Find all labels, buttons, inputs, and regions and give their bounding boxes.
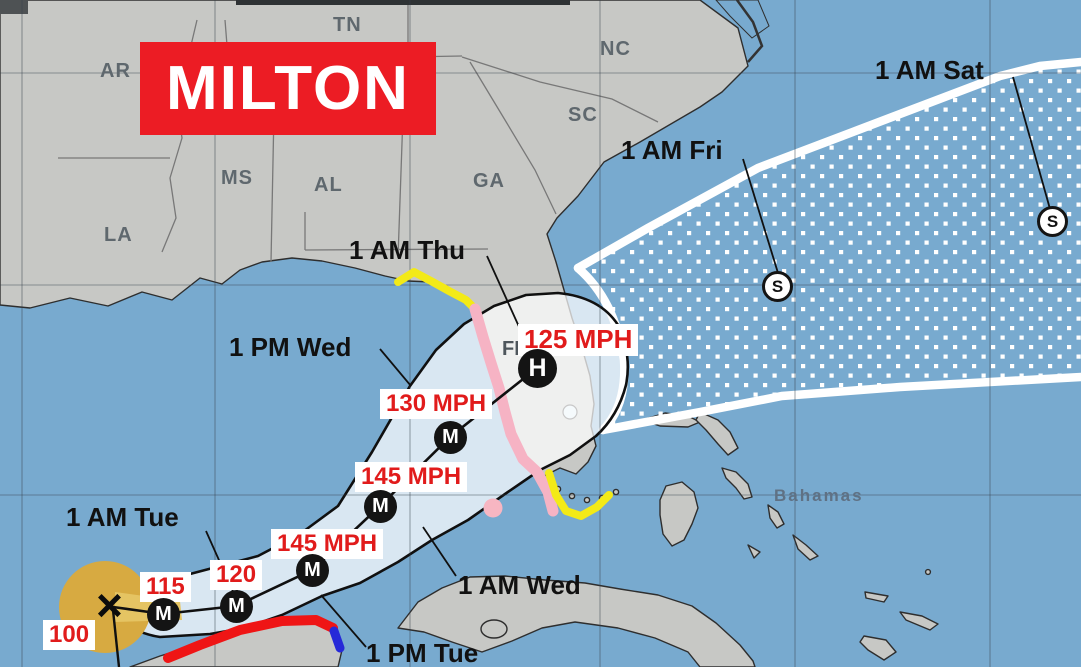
- ts-watch-line-panhandle: [394, 268, 479, 313]
- wind-label-145-b: 145 MPH: [355, 462, 468, 492]
- time-label-1am-sat: 1 AM Sat: [875, 55, 984, 85]
- state-label-tn: TN: [333, 14, 362, 36]
- hurricane-point-icon: H: [518, 349, 557, 388]
- time-label-1am-wed: 1 AM Wed: [458, 570, 581, 600]
- state-label-ms: MS: [221, 167, 253, 189]
- map-edge-strip: [236, 0, 570, 5]
- major-hurricane-point-icon: M: [147, 598, 180, 631]
- state-label-ga: GA: [473, 170, 505, 192]
- pink-dot-marker: [483, 498, 503, 518]
- land-andros: [659, 481, 699, 547]
- land-small-islands: [864, 591, 889, 603]
- time-label-1am-tue: 1 AM Tue: [66, 502, 179, 532]
- hurricane-watch-line-west-florida: [469, 303, 559, 517]
- land-exuma: [747, 544, 761, 559]
- wind-label-145-a: 145 MPH: [271, 529, 384, 559]
- land-isla-juventud: [480, 619, 508, 639]
- state-label-ar: AR: [100, 60, 131, 82]
- wind-label-100: 100: [43, 620, 96, 650]
- time-label-1am-fri: 1 AM Fri: [621, 135, 723, 165]
- ts-warning-line-yucatan: [329, 626, 345, 653]
- storm-name: MILTON: [166, 54, 410, 123]
- land-cuba: [397, 575, 756, 667]
- map-edge-strip: [0, 0, 28, 14]
- state-label-nc: NC: [600, 38, 631, 60]
- wind-label-115: 115: [140, 572, 191, 602]
- major-hurricane-point-icon: M: [364, 490, 397, 523]
- place-label-bahamas: Bahamas: [774, 486, 864, 505]
- ts-watch-line-keys: [545, 469, 613, 520]
- land-eleuthera: [721, 467, 753, 500]
- major-hurricane-point-icon: M: [296, 554, 329, 587]
- land-cat-island: [767, 504, 785, 529]
- state-label-sc: SC: [568, 104, 598, 126]
- storm-name-banner: MILTON: [140, 42, 436, 135]
- time-label-1pm-wed: 1 PM Wed: [229, 332, 352, 362]
- major-hurricane-point-icon: M: [220, 590, 253, 623]
- land-abaco: [695, 411, 739, 456]
- hurricane-warning-line-yucatan: [163, 615, 338, 663]
- past-track-line: [111, 609, 121, 667]
- time-label-1am-thu: 1 AM Thu: [349, 235, 466, 265]
- state-label-al: AL: [314, 174, 343, 196]
- coastal-alert-lines: [163, 268, 613, 663]
- tropical-storm-point-icon: S: [1037, 206, 1068, 237]
- land-long-island: [792, 534, 819, 561]
- tropical-storm-point-icon: S: [762, 271, 793, 302]
- state-label-la: LA: [104, 224, 133, 246]
- outer-banks: [735, 0, 764, 63]
- wind-label-130: 130 MPH: [380, 389, 493, 419]
- current-position-x-icon: ×: [96, 579, 123, 631]
- time-label-1pm-tue: 1 PM Tue: [366, 638, 479, 667]
- wind-label-120: 120: [210, 560, 263, 590]
- major-hurricane-point-icon: M: [434, 421, 467, 454]
